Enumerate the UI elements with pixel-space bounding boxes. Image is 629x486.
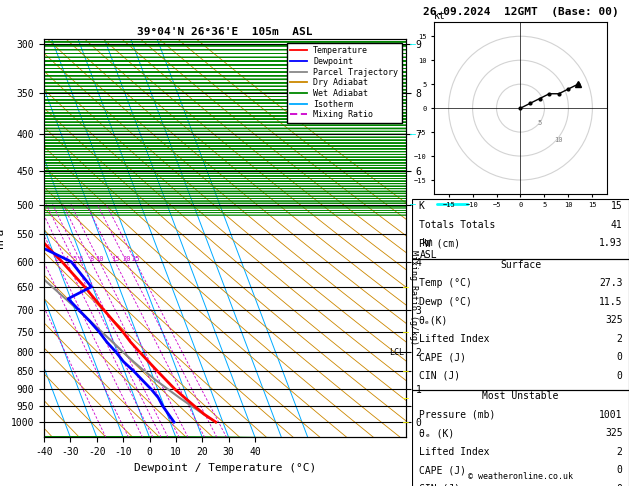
Bar [412,390,629,486]
Text: 0: 0 [616,484,623,486]
X-axis label: Dewpoint / Temperature (°C): Dewpoint / Temperature (°C) [134,463,316,473]
Text: 27.3: 27.3 [599,278,623,289]
Text: 15: 15 [611,201,623,211]
Text: 0: 0 [616,371,623,381]
Text: —: — [410,200,416,209]
Text: —: — [403,327,409,337]
Text: θₑ (K): θₑ (K) [418,428,454,438]
Text: 20: 20 [122,256,131,262]
Text: kt: kt [434,11,446,21]
Text: CAPE (J): CAPE (J) [418,352,465,363]
Text: Totals Totals: Totals Totals [418,220,495,230]
Text: Most Unstable: Most Unstable [482,391,559,401]
Text: 6: 6 [79,256,83,262]
Text: —: — [403,417,409,427]
Text: —: — [403,366,409,376]
Text: 2: 2 [616,334,623,344]
Text: Dewp (°C): Dewp (°C) [418,297,471,307]
Text: 0: 0 [616,465,623,475]
Bar [412,199,629,259]
Text: θₑ(K): θₑ(K) [418,315,448,326]
Y-axis label: hPa: hPa [0,228,5,248]
Text: —: — [410,129,416,139]
Text: —: — [410,39,416,49]
Text: CIN (J): CIN (J) [418,484,460,486]
Text: 2: 2 [616,447,623,457]
Text: CAPE (J): CAPE (J) [418,465,465,475]
Text: —: — [403,393,409,402]
Text: 5: 5 [72,256,77,262]
Text: LCL: LCL [389,347,404,357]
Text: 5: 5 [537,120,542,126]
Text: Lifted Index: Lifted Index [418,334,489,344]
Text: 1.93: 1.93 [599,238,623,248]
Text: 15: 15 [111,256,120,262]
Text: K: K [418,201,425,211]
Text: 3: 3 [55,256,59,262]
Text: 10: 10 [95,256,104,262]
Text: Temp (°C): Temp (°C) [418,278,471,289]
Text: 325: 325 [605,428,623,438]
Y-axis label: km
ASL: km ASL [420,238,437,260]
Text: CIN (J): CIN (J) [418,371,460,381]
Text: 10: 10 [554,137,562,143]
Bar [412,259,629,390]
Text: PW (cm): PW (cm) [418,238,460,248]
Text: Surface: Surface [500,260,541,270]
Text: Lifted Index: Lifted Index [418,447,489,457]
Text: 4: 4 [64,256,69,262]
Text: 8: 8 [89,256,93,262]
Text: —: — [403,282,409,292]
Text: 39°04'N 26°36'E  105m  ASL: 39°04'N 26°36'E 105m ASL [137,27,313,37]
Text: 11.5: 11.5 [599,297,623,307]
Text: 41: 41 [611,220,623,230]
Text: 1001: 1001 [599,410,623,420]
Text: 325: 325 [605,315,623,326]
Text: 0: 0 [616,352,623,363]
Text: 25: 25 [131,256,140,262]
Legend: Temperature, Dewpoint, Parcel Trajectory, Dry Adiabat, Wet Adiabat, Isotherm, Mi: Temperature, Dewpoint, Parcel Trajectory… [287,43,401,122]
Text: Pressure (mb): Pressure (mb) [418,410,495,420]
Text: Mixing Ratio (g/kg): Mixing Ratio (g/kg) [409,250,418,346]
Text: 26.09.2024  12GMT  (Base: 00): 26.09.2024 12GMT (Base: 00) [423,7,618,17]
Text: © weatheronline.co.uk: © weatheronline.co.uk [468,472,573,481]
